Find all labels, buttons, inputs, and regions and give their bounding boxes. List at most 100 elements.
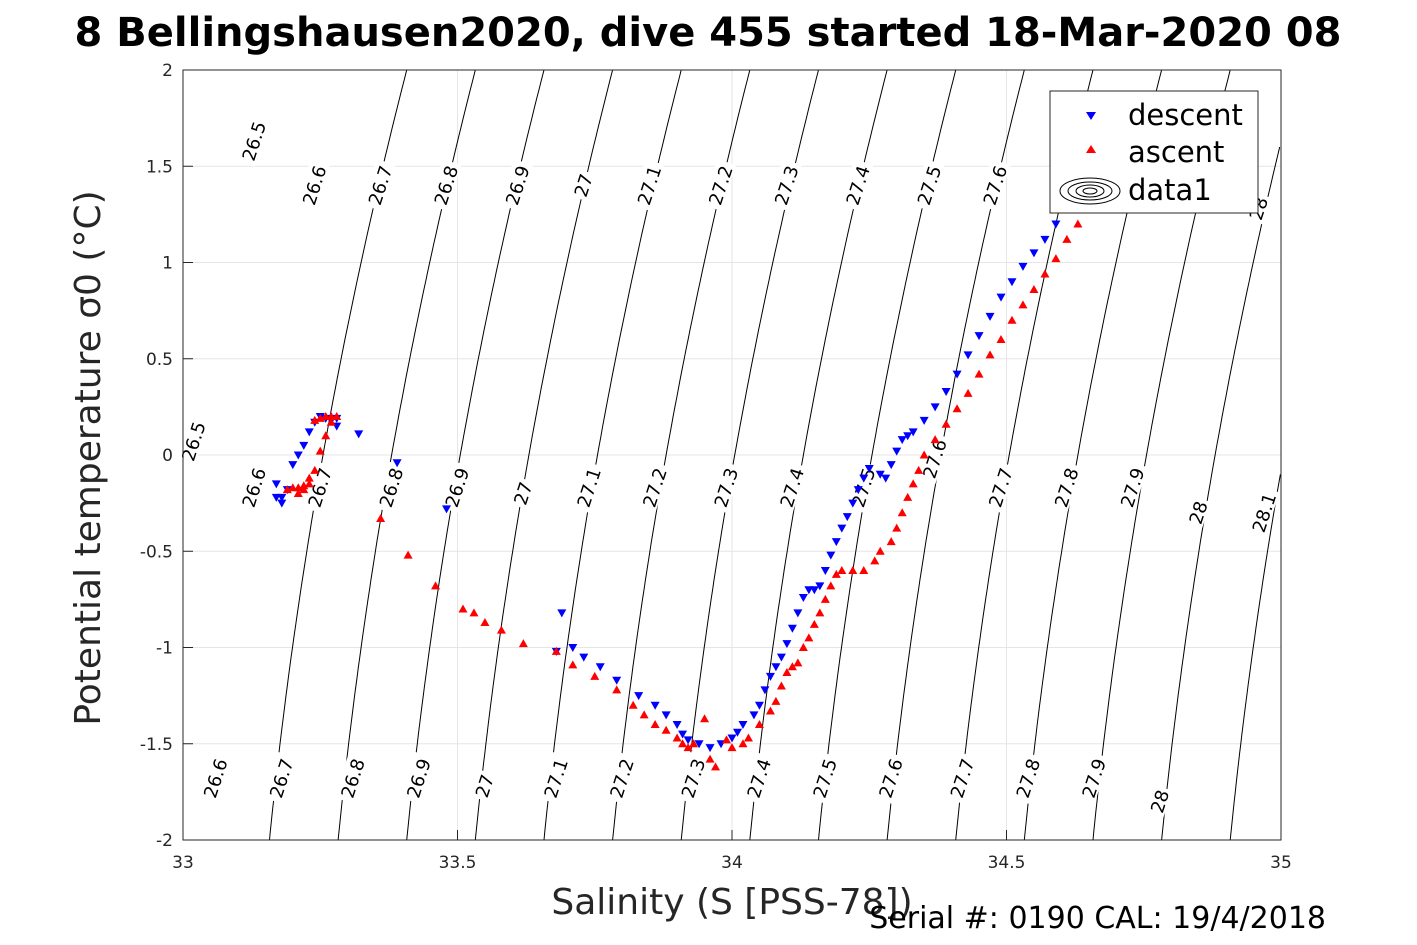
ascent-point bbox=[469, 608, 479, 617]
ascent-point bbox=[892, 523, 902, 532]
ascent-point bbox=[650, 720, 660, 728]
contour-label-bg bbox=[1113, 461, 1148, 513]
ascent-point bbox=[551, 646, 561, 655]
chart-title: 8 Bellingshausen2020, dive 455 started 1… bbox=[75, 10, 1342, 56]
ascent-point bbox=[1018, 300, 1028, 309]
descent-point bbox=[897, 436, 907, 445]
descent-point bbox=[820, 567, 830, 575]
descent-point bbox=[831, 538, 841, 547]
ascent-point bbox=[776, 681, 786, 690]
legend-contour-icon bbox=[1059, 177, 1121, 205]
ascent-point bbox=[1040, 269, 1050, 278]
legend-ascent-label: ascent bbox=[1128, 135, 1224, 169]
ascent-point bbox=[299, 485, 309, 494]
descent-point bbox=[765, 672, 775, 681]
contour-label-bg bbox=[400, 751, 435, 804]
descent-point bbox=[881, 474, 891, 483]
descent-point bbox=[579, 653, 589, 662]
descent-point bbox=[293, 451, 303, 460]
contour-label-bg bbox=[707, 461, 742, 513]
ascent-point bbox=[914, 465, 924, 474]
descent-point bbox=[299, 441, 309, 450]
y-tick-label: 0.5 bbox=[146, 350, 173, 370]
descent-point bbox=[930, 403, 940, 412]
plot-frame bbox=[182, 69, 1282, 841]
descent-point bbox=[826, 551, 836, 560]
ascent-point bbox=[974, 369, 984, 378]
ascent-point bbox=[661, 725, 671, 734]
contour-label-bg bbox=[361, 158, 396, 211]
ascent-point bbox=[480, 617, 490, 626]
descent-point bbox=[271, 480, 281, 489]
serial-cal-footer: Serial #: 0190 CAL: 19/4/2018 bbox=[869, 901, 1326, 936]
descent-point bbox=[442, 505, 452, 514]
ascent-point bbox=[820, 594, 830, 603]
y-tick-label: -0.5 bbox=[140, 542, 173, 562]
descent-point bbox=[787, 624, 797, 633]
y-tick-labels: -2 -1.5 -1 -0.5 0 0.5 1 1.5 2 bbox=[140, 61, 173, 851]
legend-data1-label: data1 bbox=[1128, 173, 1212, 207]
descent-point bbox=[941, 387, 951, 396]
ascent-point bbox=[996, 335, 1006, 343]
descent-point bbox=[996, 293, 1006, 302]
descent-point bbox=[776, 653, 786, 662]
contour-label: 27 bbox=[507, 476, 537, 510]
ascent-point bbox=[738, 739, 748, 748]
descent-point bbox=[842, 513, 852, 522]
ascent-point bbox=[985, 350, 995, 359]
x-tick-label: 34.5 bbox=[988, 853, 1026, 873]
descent-point bbox=[705, 744, 715, 753]
ascent-point bbox=[727, 743, 737, 752]
contour-label-bg bbox=[768, 158, 802, 211]
x-tick-labels: 33 33.5 34 34.5 35 bbox=[172, 853, 1292, 873]
descent-point bbox=[754, 701, 764, 710]
x-tick-label: 35 bbox=[1270, 853, 1292, 873]
x-tick-label: 34 bbox=[721, 853, 743, 873]
ascent-point bbox=[1007, 315, 1017, 324]
contour-label: 27 bbox=[469, 769, 499, 802]
contour-label-bg bbox=[976, 158, 1011, 211]
ascent-point bbox=[678, 739, 688, 748]
contour-label: 26.7 bbox=[361, 158, 397, 211]
ascent-point bbox=[293, 489, 303, 497]
descent-point bbox=[864, 464, 874, 473]
ascent-point bbox=[848, 566, 858, 574]
ascent-point bbox=[431, 581, 441, 590]
contour-label-bg bbox=[1048, 461, 1082, 513]
ascent-point bbox=[798, 643, 808, 651]
contour-label-bg bbox=[262, 751, 297, 804]
ascent-point bbox=[700, 714, 710, 723]
descent-point bbox=[738, 721, 748, 729]
descent-point bbox=[793, 609, 803, 618]
ascent-point bbox=[590, 671, 600, 680]
ascent-point bbox=[705, 754, 715, 763]
ascent-point bbox=[321, 431, 331, 440]
ascent-point bbox=[639, 710, 649, 719]
descent-point bbox=[815, 582, 825, 591]
descent-point bbox=[568, 644, 578, 652]
contour-label-bg bbox=[839, 158, 874, 211]
ascent-point bbox=[1062, 234, 1072, 243]
descent-point bbox=[1051, 220, 1061, 229]
ascent-point bbox=[771, 696, 781, 705]
isopycnal-line bbox=[1161, 146, 1281, 841]
y-tick-label: 0 bbox=[162, 446, 173, 466]
ascent-point bbox=[787, 662, 797, 671]
ascent-point bbox=[612, 685, 622, 694]
ascent-point bbox=[376, 514, 386, 523]
descent-point bbox=[661, 711, 671, 720]
contour-label-bg bbox=[301, 461, 336, 513]
ascent-point bbox=[765, 706, 775, 715]
descent-point bbox=[903, 432, 913, 441]
x-axis-label: Salinity (S [PSS-78]) bbox=[551, 882, 912, 923]
contour-label-bg bbox=[636, 461, 671, 513]
descent-point bbox=[892, 447, 902, 456]
descent-point bbox=[304, 428, 314, 437]
descent-point bbox=[985, 312, 995, 321]
ascent-point bbox=[722, 735, 732, 744]
y-axis-label: Potential temperature σ0 (°C) bbox=[68, 190, 109, 725]
ascent-point bbox=[870, 556, 880, 565]
contour-label-bg bbox=[982, 461, 1017, 513]
ascent-point bbox=[815, 608, 825, 617]
